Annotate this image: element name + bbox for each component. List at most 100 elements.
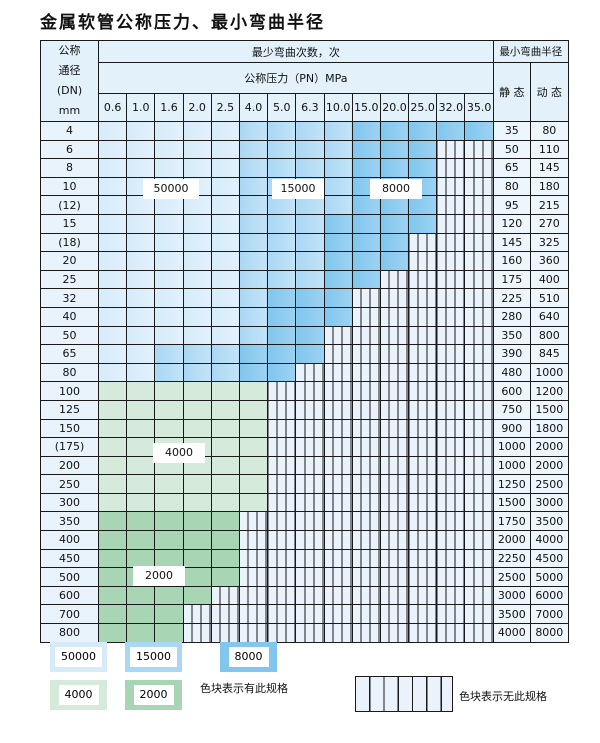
spec-cell <box>267 362 297 383</box>
no-spec-cell <box>351 362 381 383</box>
pressure-col-header: 1.0 <box>126 93 156 122</box>
spec-cell <box>351 195 381 215</box>
dynamic-radius-cell: 1200 <box>529 381 569 401</box>
zone-label-4000: 4000 <box>153 443 205 463</box>
spec-cell <box>154 548 184 569</box>
spec-cell <box>351 213 381 234</box>
spec-cell <box>154 585 184 606</box>
no-spec-cell <box>323 437 353 457</box>
dn-cell: 80 <box>40 362 99 383</box>
no-spec-cell <box>323 362 353 383</box>
spec-cell <box>97 195 128 215</box>
no-spec-cell <box>436 492 466 513</box>
static-radius-cell: 750 <box>492 399 531 420</box>
no-spec-cell <box>379 399 410 420</box>
spec-cell <box>210 381 240 401</box>
no-spec-cell <box>351 381 381 401</box>
spec-cell <box>182 325 212 346</box>
dynamic-radius-cell: 215 <box>529 195 569 215</box>
dn-cell: 50 <box>40 325 99 346</box>
spec-cell <box>379 121 410 141</box>
legend-4000: 4000 <box>50 680 107 710</box>
spec-cell <box>210 362 240 383</box>
dn-cell: 6 <box>40 139 99 160</box>
spec-cell <box>210 548 240 569</box>
table-row: 300 1500 3000 <box>40 492 569 513</box>
spec-cell <box>295 251 325 271</box>
spec-cell <box>154 344 184 364</box>
spec-cell <box>379 251 410 271</box>
spec-cell <box>238 269 269 290</box>
zone-label-15000: 15000 <box>272 179 324 199</box>
pressure-col-header: 2.5 <box>210 93 240 122</box>
no-spec-cell <box>295 399 325 420</box>
spec-cell <box>295 325 325 346</box>
static-header: 静 态 <box>492 62 531 122</box>
no-spec-cell <box>464 306 494 327</box>
spec-cell <box>126 158 156 178</box>
no-spec-cell <box>436 344 466 364</box>
spec-cell <box>97 511 128 532</box>
table-row: 250 1250 2500 <box>40 474 569 494</box>
spec-cell <box>295 195 325 215</box>
spec-cell <box>351 158 381 178</box>
no-spec-cell <box>323 455 353 476</box>
pressure-col-header: 10.0 <box>323 93 353 122</box>
spec-cell <box>126 362 156 383</box>
no-spec-cell <box>379 306 410 327</box>
no-spec-cell <box>436 585 466 606</box>
spec-cell <box>97 288 128 308</box>
no-spec-cell <box>351 325 381 346</box>
no-spec-cell <box>182 604 212 625</box>
dynamic-radius-cell: 180 <box>529 176 569 197</box>
spec-cell <box>182 121 212 141</box>
pressure-col-header: 6.3 <box>295 93 325 122</box>
no-spec-cell <box>436 306 466 327</box>
no-spec-cell <box>323 585 353 606</box>
no-spec-cell <box>295 530 325 550</box>
spec-cell <box>267 344 297 364</box>
dynamic-radius-cell: 4500 <box>529 548 569 569</box>
spec-cell <box>210 176 240 197</box>
no-spec-cell <box>436 511 466 532</box>
dynamic-radius-cell: 3500 <box>529 511 569 532</box>
no-spec-cell <box>295 604 325 625</box>
dn-cell: 250 <box>40 474 99 494</box>
no-spec-cell <box>351 418 381 439</box>
no-spec-cell <box>351 604 381 625</box>
spec-cell <box>238 232 269 253</box>
no-spec-cell <box>436 251 466 271</box>
table-row: 800 4000 8000 <box>40 623 569 643</box>
spec-cell <box>238 381 269 401</box>
spec-cell <box>323 158 353 178</box>
no-spec-cell <box>436 139 466 160</box>
spec-cell <box>238 195 269 215</box>
spec-cell <box>126 530 156 550</box>
dynamic-radius-cell: 360 <box>529 251 569 271</box>
spec-cell <box>126 232 156 253</box>
spec-cell <box>182 511 212 532</box>
no-spec-cell <box>408 511 438 532</box>
spec-cell <box>97 492 128 513</box>
spec-cell <box>182 251 212 271</box>
no-spec-cell <box>464 269 494 290</box>
no-spec-cell <box>464 604 494 625</box>
pressure-col-header: 35.0 <box>464 93 494 122</box>
no-spec-cell <box>436 325 466 346</box>
no-spec-cell <box>408 288 438 308</box>
no-spec-cell <box>267 455 297 476</box>
no-spec-cell <box>436 604 466 625</box>
spec-cell <box>351 139 381 160</box>
spec-cell <box>351 121 381 141</box>
no-spec-cell <box>295 548 325 569</box>
spec-cell <box>295 344 325 364</box>
table-row: 20 160 360 <box>40 251 569 271</box>
spec-cell <box>154 195 184 215</box>
no-spec-cell <box>464 139 494 160</box>
no-spec-cell <box>323 399 353 420</box>
dn-cell: 400 <box>40 530 99 550</box>
no-spec-cell <box>379 362 410 383</box>
spec-cell <box>323 176 353 197</box>
pressure-col-header: 15.0 <box>351 93 381 122</box>
no-spec-cell <box>267 474 297 494</box>
